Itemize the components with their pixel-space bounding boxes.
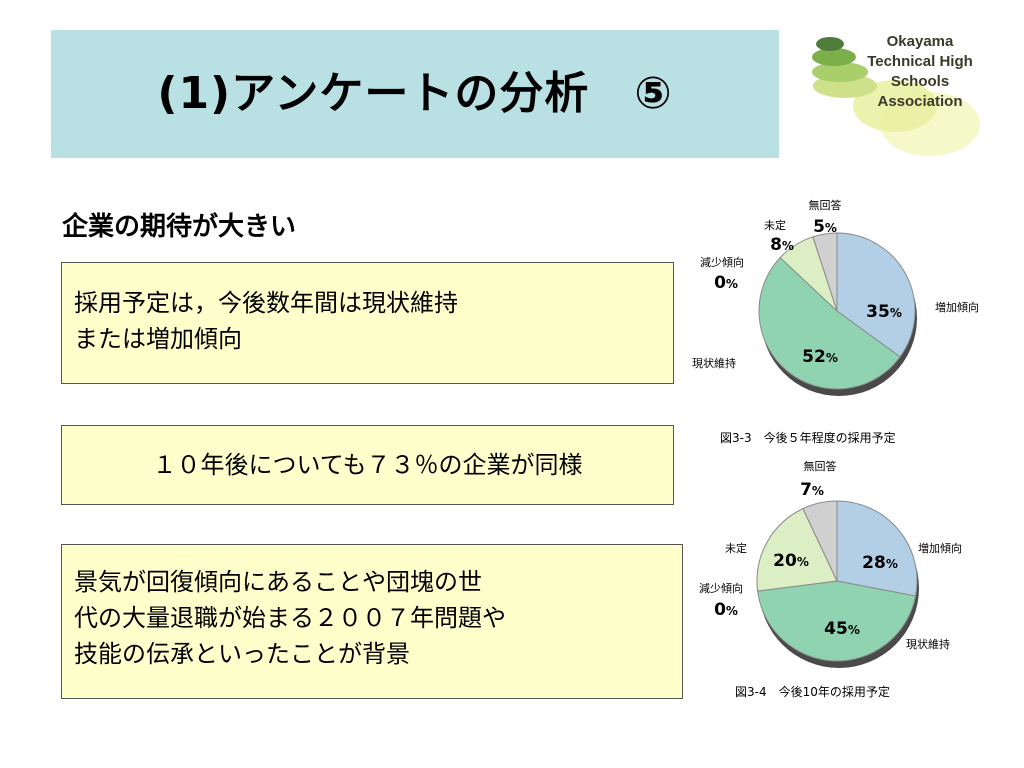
slice-category-label: 未定	[764, 218, 786, 232]
chart-caption: 図3-3 今後５年程度の採用予定	[720, 430, 896, 445]
slice-category-label: 現状維持	[692, 356, 736, 370]
slice-value-label: 0%	[714, 600, 738, 620]
logo-graphic	[812, 37, 980, 156]
slice-category-label: 増加傾向	[918, 541, 962, 555]
slice-value-label: 28%	[862, 553, 898, 573]
pie-slice	[802, 500, 838, 582]
text-box-hiring-plan: 採用予定は，今後数年間は現状維持 または増加傾向	[61, 262, 674, 384]
logo-text: Okayama Technical High Schools Associati…	[840, 32, 1000, 112]
pie-slice	[758, 256, 901, 390]
pie-charts: 増加傾向 35% 現状維持 52% 減少傾向 0% 未定 8% 無回答 5% 図3-3 今後５年程度…	[692, 198, 979, 699]
pie-slice	[836, 232, 916, 358]
logo-line-1: Okayama	[886, 33, 954, 50]
slice-value-label: 35%	[866, 302, 902, 322]
text-line: または増加傾向	[74, 325, 242, 353]
slice-value-label: 0%	[714, 273, 738, 293]
slice-category-label: 無回答	[809, 198, 842, 212]
text-line: 技能の伝承といったことが背景	[74, 640, 410, 668]
chart-caption: 図3-4 今後10年の採用予定	[735, 684, 890, 699]
text-line: 代の大量退職が始まる２００７年問題や	[74, 604, 506, 632]
slice-value-label: 45%	[824, 619, 860, 639]
slice-value-label: 8%	[770, 235, 794, 255]
text-line: 採用予定は，今後数年間は現状維持	[74, 289, 458, 317]
text-box-ten-years: １０年後についても７３％の企業が同様	[61, 425, 674, 505]
slice-value-label: 52%	[802, 347, 838, 367]
pie-slice	[836, 500, 918, 597]
text-box-background: 景気が回復傾向にあることや団塊の世 代の大量退職が始まる２００７年問題や 技能の…	[61, 544, 683, 699]
slice-category-label: 未定	[725, 541, 747, 555]
slice-category-label: 現状維持	[906, 637, 950, 651]
logo-line-3: Association	[877, 93, 963, 110]
slice-category-label: 減少傾向	[699, 581, 743, 595]
slice-category-label: 増加傾向	[935, 300, 979, 314]
slice-value-label: 20%	[773, 551, 809, 571]
text-line: 景気が回復傾向にあることや団塊の世	[74, 568, 482, 596]
page-title: (1)アンケートの分析 ⑤	[157, 68, 673, 119]
slice-category-label: 無回答	[804, 459, 837, 473]
slice-value-label: 5%	[813, 217, 837, 237]
pie-slice	[756, 507, 838, 592]
logo-line-2: Technical High Schools	[867, 53, 973, 90]
slice-category-label: 減少傾向	[700, 255, 744, 269]
title-band: (1)アンケートの分析 ⑤	[51, 30, 779, 158]
pie-slice	[757, 580, 917, 662]
section-heading: 企業の期待が大きい	[62, 212, 297, 242]
slice-value-label: 7%	[800, 480, 824, 500]
pie-slice	[812, 232, 838, 312]
